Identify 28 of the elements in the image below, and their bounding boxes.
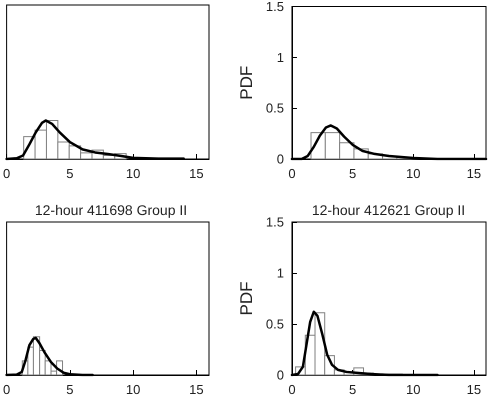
x-tick-label: 15	[189, 382, 204, 397]
x-tick-label: 5	[66, 382, 74, 397]
y-tick-label: 0	[276, 368, 284, 382]
x-tick-label: 10	[126, 166, 140, 181]
y-axis-title: PDF	[237, 282, 256, 316]
x-tick-label: 15	[466, 382, 482, 397]
x-tick-label: 0	[288, 166, 296, 181]
y-tick-label: 1.5	[266, 0, 284, 14]
y-tick-label: 0	[276, 152, 284, 166]
x-tick-label: 0	[3, 166, 10, 181]
y-axis-title: PDF	[237, 66, 256, 100]
x-tick-label: 15	[189, 166, 204, 181]
x-tick-label: 5	[348, 166, 356, 181]
x-tick-label: 15	[466, 166, 482, 181]
y-tick-label: 1	[276, 50, 284, 65]
y-tick-label: 0.5	[266, 100, 284, 116]
y-tick-label: 0.5	[266, 316, 284, 332]
x-tick-label: 10	[406, 166, 420, 181]
x-tick-label: 10	[406, 382, 420, 397]
chart-title: 12-hour 412621 Group II	[312, 202, 466, 218]
x-tick-label: 5	[348, 382, 356, 397]
x-tick-label: 0	[3, 382, 10, 397]
chart-title: 12-hour 411698 Group II	[34, 202, 188, 218]
x-tick-label: 0	[288, 382, 296, 397]
y-tick-label: 1	[276, 266, 284, 280]
y-tick-label: 1.5	[266, 214, 284, 230]
x-tick-label: 10	[126, 382, 140, 397]
x-tick-label: 5	[66, 166, 74, 181]
